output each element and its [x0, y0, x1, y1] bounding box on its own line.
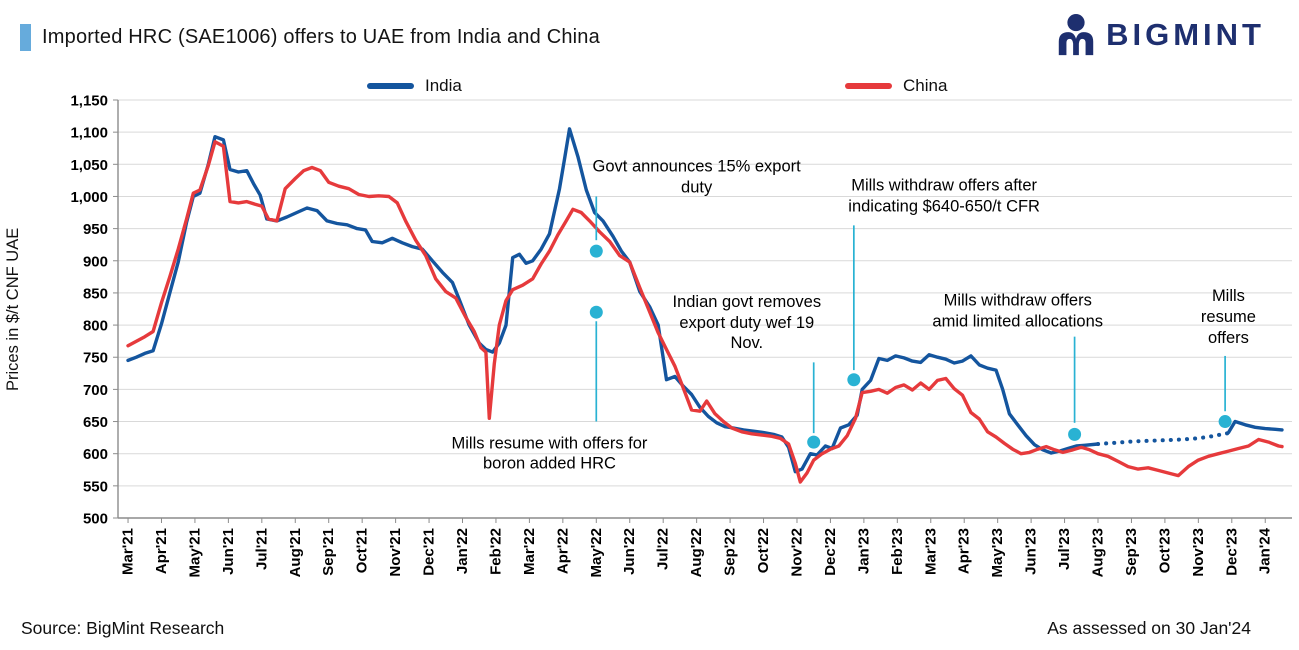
legend-swatch-india [367, 83, 414, 89]
x-tick-label: Jun'22 [621, 528, 638, 575]
x-tick-label: Apr'23 [956, 528, 973, 574]
x-tick-label: Sep'21 [320, 528, 337, 576]
series-line-india-dotted [1096, 431, 1231, 446]
y-tick-label: 650 [83, 414, 108, 431]
y-tick-label: 900 [83, 253, 108, 270]
y-axis-title: Prices in $/t CNF UAE [4, 227, 22, 391]
x-tick-label: Apr'22 [554, 528, 571, 574]
legend-label-china: China [903, 76, 948, 95]
x-tick-label: Sep'23 [1123, 528, 1140, 576]
y-tick-label: 850 [83, 285, 108, 302]
x-tick-label: Nov'23 [1190, 528, 1207, 577]
y-tick-label: 500 [83, 511, 108, 528]
x-tick-label: Aug'22 [688, 528, 705, 577]
title-row: Imported HRC (SAE1006) offers to UAE fro… [20, 24, 600, 51]
x-tick-label: Dec'23 [1223, 528, 1240, 576]
x-tick-label: May'22 [588, 528, 605, 577]
assessed-note: As assessed on 30 Jan'24 [1047, 618, 1251, 638]
x-tick-label: Nov'22 [788, 528, 805, 577]
x-tick-label: Jul'22 [655, 528, 672, 570]
x-tick-label: Jan'22 [454, 528, 471, 574]
y-tick-label: 1,000 [70, 189, 108, 206]
y-tick-label: 550 [83, 478, 108, 495]
bigmint-logo-icon [1058, 13, 1094, 56]
y-tick-label: 700 [83, 382, 108, 399]
legend-swatch-china [845, 83, 892, 89]
bigmint-logo: BIGMINT [1054, 12, 1265, 58]
y-tick-label: 800 [83, 318, 108, 335]
x-tick-label: Mar'23 [922, 528, 939, 575]
legend-label-india: India [425, 76, 462, 95]
x-tick-label: May'21 [186, 528, 203, 577]
y-tick-label: 600 [83, 446, 108, 463]
source-note: Source: BigMint Research [21, 618, 225, 638]
y-tick-label: 750 [83, 350, 108, 367]
x-tick-label: Mar'22 [521, 528, 538, 575]
x-tick-label: Aug'21 [287, 528, 304, 577]
y-tick-label: 1,100 [70, 125, 108, 142]
x-tick-label: Oct'22 [755, 528, 772, 573]
legend-item-china: China [845, 76, 947, 96]
annotation-withdraw-cfr-dot [847, 373, 861, 387]
x-tick-label: Dec'22 [822, 528, 839, 576]
x-tick-label: Feb'23 [889, 528, 906, 575]
y-tick-label: 1,150 [70, 93, 108, 110]
x-tick-label: Jan'24 [1257, 527, 1274, 574]
series-line-india [126, 127, 1100, 474]
x-tick-label: Oct'23 [1156, 528, 1173, 573]
x-tick-label: Nov'21 [387, 528, 404, 577]
series-line-india [1226, 419, 1284, 435]
annotation-export-duty-dot [589, 244, 603, 258]
series-line-china [126, 140, 1284, 484]
annotation-remove-export-duty-dot [807, 435, 821, 449]
y-tick-label: 950 [83, 221, 108, 238]
x-tick-label: May'23 [989, 528, 1006, 577]
x-tick-label: Sep'22 [722, 528, 739, 576]
annotation-resume-offers-dot [1218, 415, 1232, 429]
x-tick-label: Jan'23 [855, 528, 872, 574]
x-tick-label: Aug'23 [1090, 528, 1107, 577]
chart-title: Imported HRC (SAE1006) offers to UAE fro… [42, 26, 600, 48]
bigmint-logo-text: BIGMINT [1106, 17, 1265, 52]
y-tick-label: 1,050 [70, 157, 108, 174]
x-tick-label: Jun'21 [220, 528, 237, 575]
title-accent-bar [20, 24, 31, 51]
x-tick-label: Jun'23 [1023, 528, 1040, 575]
x-tick-label: Apr'21 [153, 528, 170, 574]
legend-item-india: India [367, 76, 462, 96]
x-tick-label: Dec'21 [421, 528, 438, 576]
annotation-boron-resume-dot [589, 305, 603, 319]
x-tick-label: Mar'21 [120, 528, 137, 575]
x-tick-label: Oct'21 [354, 528, 371, 573]
x-tick-label: Jul'23 [1056, 528, 1073, 570]
annotation-limited-allocations-dot [1068, 427, 1082, 441]
x-tick-label: Feb'22 [487, 528, 504, 575]
x-tick-label: Jul'21 [253, 528, 270, 570]
